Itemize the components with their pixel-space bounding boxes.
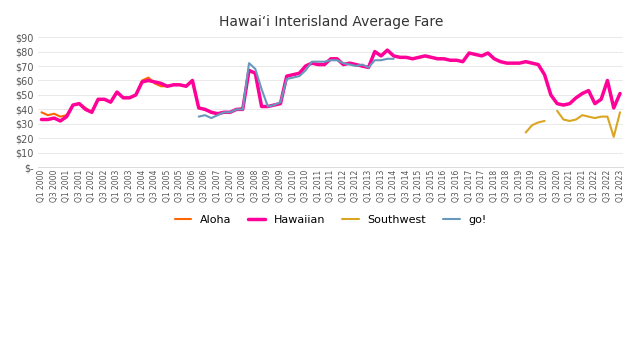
go!: [314, 59, 322, 64]
Aloha: [157, 84, 165, 88]
go!: [270, 103, 278, 107]
Southwest: [528, 123, 536, 128]
go!: [264, 104, 272, 108]
Hawaiian: [452, 58, 460, 62]
go!: [371, 58, 379, 62]
Aloha: [220, 110, 228, 114]
go!: [339, 61, 347, 65]
go!: [383, 57, 391, 61]
Southwest: [541, 119, 548, 123]
go!: [239, 107, 246, 112]
Hawaiian: [120, 96, 127, 100]
go!: [283, 77, 291, 81]
go!: [252, 67, 259, 71]
Aloha: [82, 106, 90, 110]
go!: [377, 58, 385, 62]
Aloha: [195, 106, 202, 110]
go!: [296, 74, 303, 78]
go!: [214, 113, 221, 117]
Line: Southwest: Southwest: [525, 121, 545, 133]
Aloha: [189, 79, 196, 83]
Aloha: [63, 113, 70, 117]
go!: [195, 115, 202, 119]
Aloha: [201, 107, 209, 112]
Hawaiian: [616, 91, 624, 96]
Aloha: [170, 83, 177, 87]
Aloha: [132, 93, 140, 97]
Aloha: [125, 96, 133, 100]
Aloha: [88, 110, 95, 114]
Aloha: [120, 96, 127, 100]
Aloha: [151, 81, 159, 85]
go!: [308, 59, 316, 64]
Aloha: [100, 97, 108, 101]
go!: [232, 107, 240, 112]
Aloha: [145, 75, 152, 80]
go!: [358, 63, 366, 67]
Aloha: [44, 113, 52, 117]
go!: [365, 65, 372, 69]
Hawaiian: [509, 61, 517, 65]
Aloha: [214, 112, 221, 116]
Line: Hawaiian: Hawaiian: [42, 50, 620, 121]
go!: [289, 75, 297, 80]
Aloha: [113, 90, 121, 94]
Hawaiian: [38, 118, 45, 122]
go!: [276, 100, 284, 104]
Aloha: [207, 110, 215, 114]
Hawaiian: [56, 119, 64, 123]
Aloha: [38, 110, 45, 114]
go!: [346, 63, 353, 67]
Hawaiian: [333, 57, 341, 61]
Aloha: [51, 112, 58, 116]
Aloha: [176, 83, 184, 87]
go!: [327, 58, 335, 62]
Aloha: [76, 102, 83, 106]
go!: [220, 110, 228, 114]
Hawaiian: [163, 84, 171, 88]
Southwest: [522, 131, 529, 135]
Title: Hawaiʻi Interisland Average Fare: Hawaiʻi Interisland Average Fare: [219, 15, 443, 29]
go!: [245, 61, 253, 65]
go!: [352, 64, 360, 68]
Aloha: [239, 106, 246, 110]
go!: [321, 59, 328, 64]
Legend: Aloha, Hawaiian, Southwest, go!: Aloha, Hawaiian, Southwest, go!: [170, 210, 492, 229]
Line: Aloha: Aloha: [42, 78, 243, 117]
Hawaiian: [138, 80, 146, 84]
Aloha: [56, 115, 64, 119]
Aloha: [94, 97, 102, 101]
go!: [227, 110, 234, 114]
go!: [302, 68, 310, 72]
go!: [390, 57, 397, 61]
Aloha: [232, 107, 240, 112]
Aloha: [138, 79, 146, 83]
Hawaiian: [383, 48, 391, 52]
Aloha: [227, 110, 234, 114]
Aloha: [182, 84, 190, 88]
go!: [201, 113, 209, 117]
go!: [207, 116, 215, 120]
Line: go!: go!: [198, 59, 394, 118]
Southwest: [534, 120, 542, 124]
Aloha: [69, 103, 77, 107]
go!: [333, 58, 341, 62]
go!: [258, 87, 266, 91]
Aloha: [107, 100, 115, 104]
Aloha: [163, 84, 171, 88]
